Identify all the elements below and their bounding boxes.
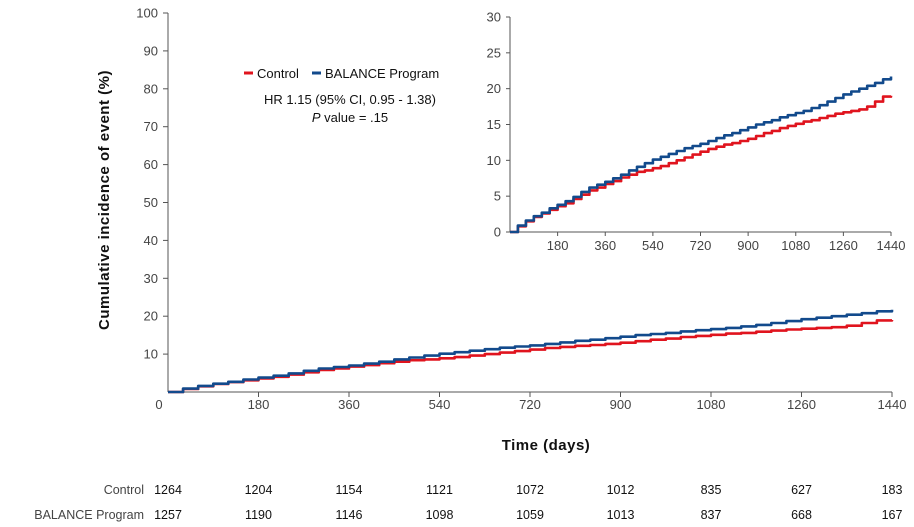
main-x-tick-label: 1260 bbox=[787, 397, 816, 412]
main-x-tick-label: 720 bbox=[519, 397, 541, 412]
legend-label-balance: BALANCE Program bbox=[325, 66, 439, 81]
risk-cell: 1121 bbox=[426, 483, 453, 497]
main-x-tick-label: 540 bbox=[429, 397, 451, 412]
inset-x-tick-label: 1440 bbox=[877, 238, 906, 253]
inset-x-tick-label: 180 bbox=[547, 238, 569, 253]
main-y-tick-label: 90 bbox=[144, 43, 158, 58]
risk-row-label: BALANCE Program bbox=[34, 508, 144, 522]
inset-y-ticks: 0 5 10 15 20 25 30 bbox=[487, 10, 510, 240]
inset-x-tick-label: 1080 bbox=[781, 238, 810, 253]
main-x-tick-label: 360 bbox=[338, 397, 360, 412]
main-y-tick-label: 80 bbox=[144, 81, 158, 96]
risk-cell: 1154 bbox=[336, 483, 363, 497]
risk-cell: 627 bbox=[791, 483, 812, 497]
main-y-tick-label: 70 bbox=[144, 119, 158, 134]
risk-cell: 1264 bbox=[154, 483, 182, 497]
inset-y-tick-label: 30 bbox=[487, 10, 501, 25]
risk-cell: 1257 bbox=[154, 508, 182, 522]
main-x-tick-label: 1440 bbox=[878, 397, 907, 412]
p-value-rest: value = .15 bbox=[321, 110, 389, 125]
p-value-text: P value = .15 bbox=[312, 110, 388, 125]
numbers-at-risk-table: Control 1264 1204 1154 1121 1072 1012 835 627 183… bbox=[34, 483, 902, 522]
inset-y-tick-label: 10 bbox=[487, 153, 501, 168]
main-origin-label: 0 bbox=[155, 397, 162, 412]
risk-cell: 1059 bbox=[516, 508, 544, 522]
main-y-tick-label: 40 bbox=[144, 233, 158, 248]
main-y-tick-label: 50 bbox=[144, 195, 158, 210]
main-x-tick-label: 180 bbox=[248, 397, 270, 412]
main-x-tick-label: 1080 bbox=[697, 397, 726, 412]
inset-x-tick-label: 540 bbox=[642, 238, 664, 253]
risk-cell: 167 bbox=[882, 508, 903, 522]
risk-cell: 1013 bbox=[607, 508, 635, 522]
main-series-line-control bbox=[168, 319, 894, 394]
inset-x-tick-label: 720 bbox=[690, 238, 712, 253]
main-y-tick-label: 60 bbox=[144, 157, 158, 172]
main-y-tick-label: 100 bbox=[136, 6, 158, 21]
risk-cell: 1012 bbox=[607, 483, 635, 497]
main-x-ticks: 180 360 540 720 900 1080 1260 1440 bbox=[248, 392, 907, 412]
risk-cell: 668 bbox=[791, 508, 812, 522]
inset-y-tick-label: 15 bbox=[487, 117, 501, 132]
main-series-lines bbox=[168, 309, 894, 394]
main-y-tick-label: 10 bbox=[144, 347, 158, 362]
y-axis-title: Cumulative incidence of event (%) bbox=[96, 70, 113, 330]
risk-cell: 837 bbox=[701, 508, 722, 522]
p-value-symbol: P bbox=[312, 110, 321, 125]
risk-cell: 1204 bbox=[245, 483, 273, 497]
legend-label-control: Control bbox=[257, 66, 299, 81]
inset-x-ticks: 180 360 540 720 900 1080 1260 1440 bbox=[547, 232, 906, 253]
inset-x-tick-label: 1260 bbox=[829, 238, 858, 253]
risk-cell: 1190 bbox=[245, 508, 272, 522]
inset-axes: 0 5 10 15 20 25 30 180 360 540 720 900 1080 1260 1440 bbox=[487, 10, 906, 254]
inset-y-tick-label: 25 bbox=[487, 45, 501, 60]
main-series-line-balance-program bbox=[168, 309, 894, 394]
inset-y-tick-label: 0 bbox=[494, 225, 501, 240]
inset-x-tick-label: 900 bbox=[737, 238, 759, 253]
hazard-ratio-text: HR 1.15 (95% CI, 0.95 - 1.38) bbox=[264, 92, 436, 107]
risk-cell: 1098 bbox=[426, 508, 454, 522]
inset-series-line-control bbox=[510, 95, 893, 234]
stats-annotation: HR 1.15 (95% CI, 0.95 - 1.38) P value = … bbox=[264, 92, 436, 125]
x-axis-title: Time (days) bbox=[502, 437, 591, 454]
inset-series-line-balance-program bbox=[510, 76, 893, 234]
inset-y-tick-label: 20 bbox=[487, 81, 501, 96]
risk-cell: 835 bbox=[701, 483, 722, 497]
main-x-tick-label: 900 bbox=[610, 397, 632, 412]
main-y-tick-label: 20 bbox=[144, 309, 158, 324]
risk-cell: 1072 bbox=[516, 483, 544, 497]
risk-row-label: Control bbox=[104, 483, 144, 497]
inset-series-lines bbox=[510, 76, 893, 234]
main-y-ticks: 10 20 30 40 50 60 70 80 90 100 bbox=[136, 6, 168, 362]
risk-cell: 183 bbox=[882, 483, 903, 497]
inset-y-tick-label: 5 bbox=[494, 189, 501, 204]
inset-x-tick-label: 360 bbox=[594, 238, 616, 253]
main-y-tick-label: 30 bbox=[144, 271, 158, 286]
legend: Control BALANCE Program bbox=[244, 66, 439, 81]
risk-cell: 1146 bbox=[336, 508, 363, 522]
